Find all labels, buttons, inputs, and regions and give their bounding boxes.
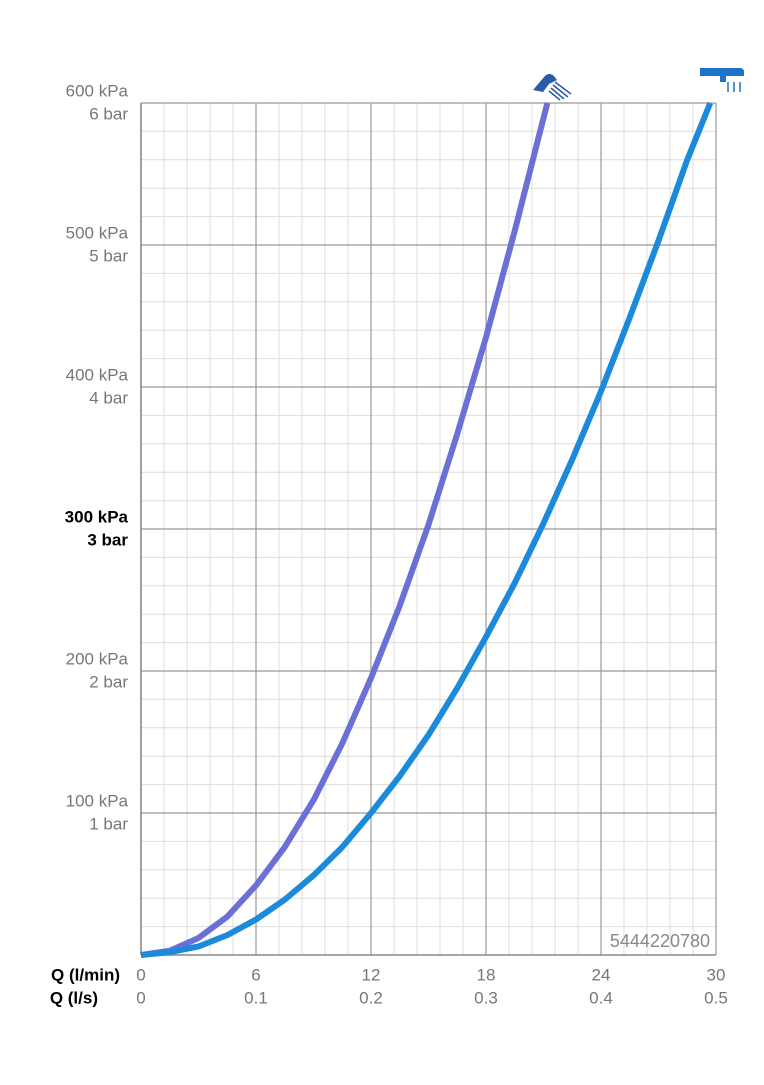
- y-tick-label: 500 kPa: [66, 223, 129, 242]
- y2-tick-label: 5 bar: [89, 246, 128, 265]
- x2-tick-label: 0: [136, 988, 145, 1007]
- hand-shower-icon: [533, 74, 572, 101]
- x2-tick-label: 0.5: [704, 988, 728, 1007]
- x2-tick-label: 0.2: [359, 988, 383, 1007]
- x2-tick-label: 0.1: [244, 988, 268, 1007]
- y2-tick-label: 6 bar: [89, 104, 128, 123]
- x-axis-label: Q (l/min): [51, 965, 120, 984]
- overhead-shower-icon: [700, 68, 744, 92]
- x2-tick-label: 0.3: [474, 988, 498, 1007]
- data-line: [140, 101, 714, 958]
- x-tick-label: 30: [707, 965, 726, 984]
- y2-tick-label: 2 bar: [89, 672, 128, 691]
- y-tick-label: 100 kPa: [66, 791, 129, 810]
- x-tick-label: 18: [477, 965, 496, 984]
- y-tick-label: 600 kPa: [66, 81, 129, 100]
- annotation: 5444220780: [610, 931, 710, 951]
- x-tick-label: 6: [251, 965, 260, 984]
- x2-axis-label: Q (l/s): [50, 988, 98, 1007]
- y2-tick-label: 3 bar: [87, 530, 128, 549]
- y2-tick-label: 1 bar: [89, 814, 128, 833]
- y2-tick-label: 4 bar: [89, 388, 128, 407]
- y-tick-label: 200 kPa: [66, 649, 129, 668]
- x-tick-label: 12: [362, 965, 381, 984]
- y-tick-label: 300 kPa: [65, 507, 129, 526]
- x-tick-label: 0: [136, 965, 145, 984]
- x2-tick-label: 0.4: [589, 988, 613, 1007]
- data-line: [140, 102, 551, 958]
- x-tick-label: 24: [592, 965, 611, 984]
- y-tick-label: 400 kPa: [66, 365, 129, 384]
